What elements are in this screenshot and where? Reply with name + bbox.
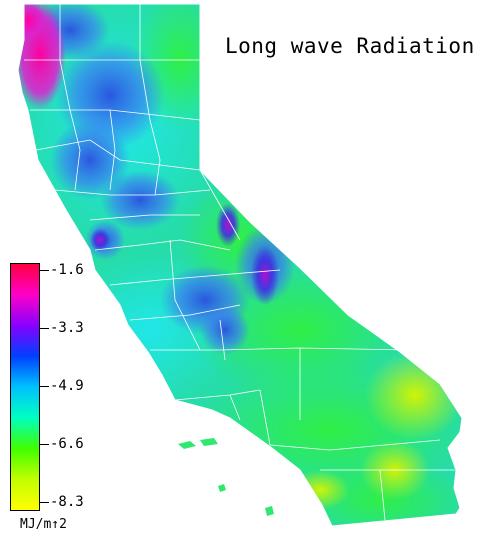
legend-label-min: -8.3 — [50, 494, 84, 510]
map-title: Long wave Radiation — [225, 34, 475, 58]
legend-tick-5 — [40, 502, 49, 503]
legend-label-max: -1.6 — [50, 262, 84, 278]
legend-label-4: -6.6 — [50, 436, 84, 452]
color-scale-bar — [10, 263, 40, 511]
legend-label-3: -4.9 — [50, 378, 84, 394]
state-outline — [17, 3, 463, 527]
channel-islands — [178, 438, 274, 516]
legend-tick-1 — [40, 270, 49, 271]
legend-tick-4 — [40, 444, 49, 445]
county-boundaries — [24, 4, 455, 521]
legend-unit: MJ/m↑2 — [20, 517, 67, 532]
legend-tick-3 — [40, 386, 49, 387]
legend-label-2: -3.3 — [50, 320, 84, 336]
legend-tick-2 — [40, 328, 49, 329]
